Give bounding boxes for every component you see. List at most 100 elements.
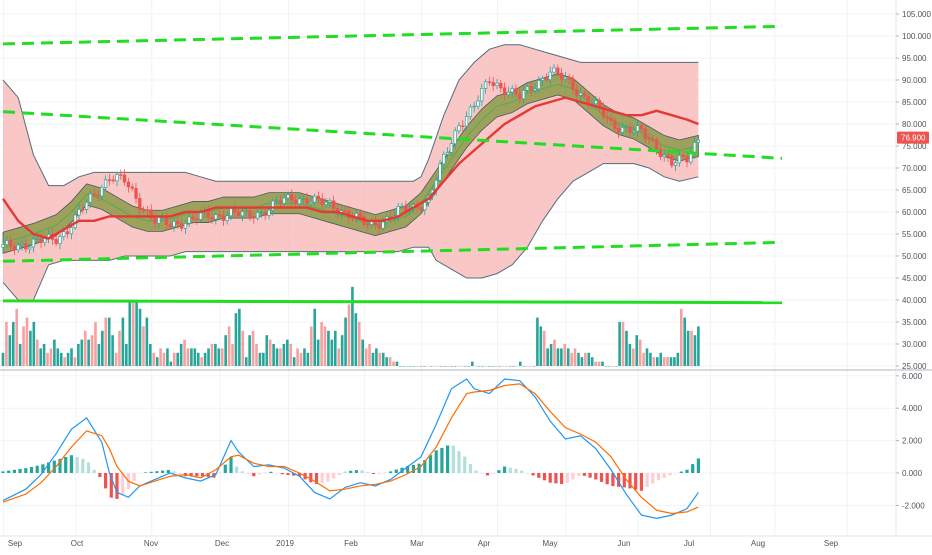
candle-body [377,224,381,229]
candle-body [130,186,134,189]
candle-body [510,88,514,93]
macd-axis-label: 4.000 [902,404,923,413]
volume-bar [190,348,193,366]
macd-histogram-bar [360,470,364,473]
volume-bar [669,357,673,366]
macd-histogram-bar [320,473,324,483]
volume-bar [573,348,577,366]
macd-line [2,378,699,519]
volume-bars [1,286,700,367]
candle-body [263,211,267,216]
macd-histogram-bar [417,463,421,473]
volume-bar [608,366,611,367]
macd-histogram-bar [588,473,592,478]
volume-bar [614,366,618,367]
volume-bar [166,348,169,366]
macd-histogram-bar [599,473,604,482]
macd-histogram-bar [206,473,210,478]
volume-bar [546,348,549,366]
candle-body [16,244,20,251]
macd-histogram-bar [143,472,148,473]
volume-bar [649,352,652,366]
candle-body [605,116,609,119]
volume-bar [162,352,166,366]
candle-body [620,127,625,133]
volume-bar [491,366,495,367]
macd-histogram-bar [685,469,689,473]
macd-histogram-bar [75,457,79,473]
macd-histogram-bar [263,472,267,474]
volume-bar [248,335,251,366]
candle-body [396,206,400,217]
volume-bar [15,308,19,366]
candle-body [210,217,214,220]
price-axis-label: 60.000 [902,208,927,217]
volume-bar [42,344,46,366]
candle-body [77,209,81,216]
volume-bar [697,326,700,366]
candle-body [696,139,701,143]
volume-bar [268,339,272,366]
volume-bar [25,317,29,366]
macd-histogram-bar [428,455,433,473]
candle-body [502,87,507,96]
macd-histogram-bar [92,469,96,473]
volume-bar [440,366,443,367]
volume-bar [501,366,505,367]
candle-body [88,193,93,203]
price-axis-label: 100.000 [902,32,931,41]
candle-body [157,217,161,224]
volume-bar [152,352,156,366]
candle-body [183,223,188,229]
volume-bar [35,339,39,366]
volume-bar [392,361,395,366]
price-axis-label: 40.000 [902,296,927,305]
candle-body [328,200,332,203]
candle-body [567,76,571,80]
volume-bar [251,330,255,366]
macd-histogram-bar [577,473,581,476]
volume-bar [498,366,502,367]
volume-bar [450,366,454,367]
candle-body [358,212,362,217]
candle-body [468,106,473,117]
volume-bar [131,300,135,366]
candle-body [692,142,697,154]
candle-body [438,163,442,181]
macd-histogram-bar [389,471,393,473]
last-price-tag-box [897,131,929,144]
candle-body [81,209,85,211]
volume-bar [580,357,584,366]
volume-bar [303,348,306,366]
volume-bar [244,357,248,366]
candle-body [571,78,575,91]
volume-bar [203,352,207,366]
last-price-tag-label: 76.900 [901,134,926,143]
candle-body [122,174,127,183]
volume-bar [53,339,56,366]
candle-body [191,216,195,220]
price-axis-label: 95.000 [902,54,927,63]
volume-bar [412,366,416,367]
volume-bar [279,348,282,366]
volume-bar [474,366,478,367]
macd-histogram-bar [440,447,444,473]
macd-histogram-bar [280,473,284,475]
volume-bar [200,357,203,366]
volume-bar [419,366,423,367]
candle-body [244,210,248,212]
volume-bar [371,352,375,366]
volume-bar [80,339,84,366]
candle-body [126,181,131,188]
volume-bar [196,352,200,366]
candlesticks [1,64,701,255]
macd-histogram-bar [451,445,455,473]
candle-body [62,231,66,237]
macd-histogram-bar [582,473,586,476]
candle-body [487,81,492,83]
volume-bar [176,352,180,366]
candle-body [1,244,5,248]
macd-histogram-bar [366,472,370,473]
